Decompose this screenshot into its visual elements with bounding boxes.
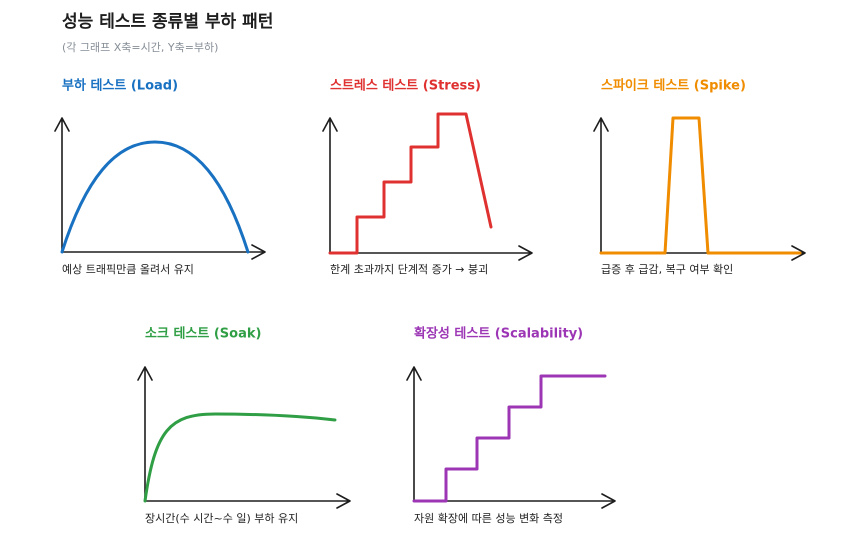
spike-curve: [599, 116, 802, 255]
panel-title: 스파이크 테스트 (Spike): [601, 78, 746, 94]
panel-stress: 스트레스 테스트 (Stress) 한계 초과까지 단계적 증가 → 붕괴: [322, 79, 533, 276]
caption: 장시간(수 시간~수 일) 부하 유지: [145, 511, 298, 525]
title: 성능 테스트 종류별 부하 패턴: [62, 12, 273, 32]
caption: 예상 트래픽만큼 올려서 유지: [62, 263, 194, 276]
axes: [593, 117, 806, 261]
scalability-curve: [412, 374, 607, 503]
caption: 한계 초과까지 단계적 증가 → 붕괴: [330, 263, 488, 276]
load-curve: [60, 140, 250, 254]
panel-soak: 소크 테스트 (Soak) 장시간(수 시간~수 일) 부하 유지: [137, 327, 351, 525]
axes: [54, 117, 266, 260]
panel-title: 스트레스 테스트 (Stress): [330, 79, 481, 94]
axes: [406, 366, 616, 509]
panel-title: 확장성 테스트 (Scalability): [414, 326, 583, 342]
axes: [322, 117, 533, 261]
panel-title: 부하 테스트 (Load): [62, 78, 178, 94]
subtitle: (각 그래프 X축=시간, Y축=부하): [62, 40, 218, 54]
panel-scalability: 확장성 테스트 (Scalability) 자원 확장에 따른 성능 변화 측정: [406, 326, 616, 525]
caption: 급증 후 급감, 복구 여부 확인: [601, 263, 733, 276]
soak-curve: [143, 412, 337, 503]
panel-title: 소크 테스트 (Soak): [145, 327, 261, 342]
panel-load: 부하 테스트 (Load) 예상 트래픽만큼 올려서 유지: [54, 78, 266, 276]
axes: [137, 366, 351, 509]
panel-spike: 스파이크 테스트 (Spike) 급증 후 급감, 복구 여부 확인: [593, 78, 806, 276]
caption: 자원 확장에 따른 성능 변화 측정: [414, 512, 563, 525]
stress-curve: [328, 112, 493, 255]
